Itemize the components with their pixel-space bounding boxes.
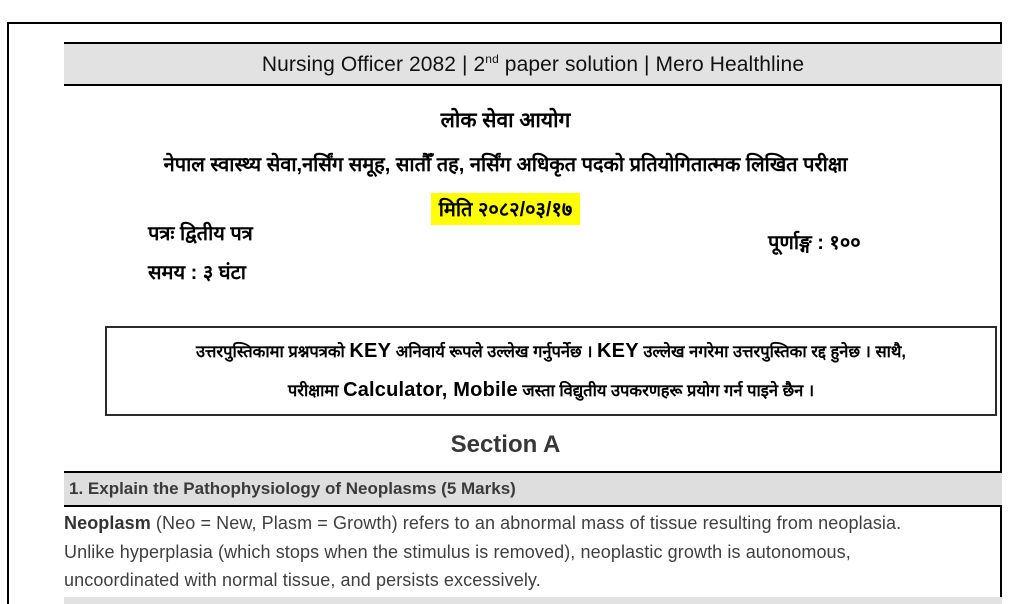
instruction-l2-seg1: परीक्षामा <box>287 382 344 400</box>
instruction-l2-seg2: जस्ता विद्युतीय उपकरणहरू प्रयोग गर्न पाइ… <box>517 382 815 400</box>
question-1-heading: 1. Explain the Pathophysiology of Neopla… <box>69 479 516 498</box>
instruction-key-word-2: KEY <box>597 340 639 362</box>
full-marks-label: पूर्णाङ्ग : १०० <box>768 232 861 254</box>
instruction-devices-word: Calculator, Mobile <box>343 379 518 401</box>
video-title-superscript: nd <box>485 51 499 66</box>
section-a-heading: Section A <box>450 431 561 458</box>
exam-title-line: नेपाल स्वास्थ्य सेवा,नर्सिंग समूह, सातौँ… <box>163 154 848 176</box>
question-1-answer-paragraph: Neoplasm (Neo = New, Plasm = Growth) ref… <box>64 509 949 595</box>
answer-body-text: (Neo = New, Plasm = Growth) refers to an… <box>64 513 902 590</box>
instruction-key-word-1: KEY <box>349 340 392 362</box>
instructions-box: उत्तरपुस्तिकामा प्रश्नपत्रको KEY अनिवार्… <box>105 326 997 416</box>
instruction-l1-seg2: अनिवार्य रूपले उल्लेख गर्नुपर्नेछ । <box>391 343 598 361</box>
instruction-line-1: उत्तरपुस्तिकामा प्रश्नपत्रको KEY अनिवार्… <box>107 332 995 371</box>
commission-title: लोक सेवा आयोग <box>440 109 571 132</box>
video-title-bar: Nursing Officer 2082 | 2nd paper solutio… <box>64 42 1002 86</box>
question-1-header-bar: 1. Explain the Pathophysiology of Neopla… <box>64 471 1002 507</box>
video-title-pre: Nursing Officer 2082 | 2 <box>261 52 486 76</box>
exam-date-highlight: मिति २०८२/०३/१७ <box>430 193 581 225</box>
page-border-frame <box>7 22 1002 604</box>
time-label: समय : ३ घंटा <box>148 262 246 284</box>
video-title-text: Nursing Officer 2082 | 2nd paper solutio… <box>262 52 804 77</box>
exam-date-line: मिति २०८२/०३/१७ <box>9 193 1002 225</box>
answer-term-bold: Neoplasm <box>64 513 151 533</box>
video-title-post: paper solution | Mero Healthline <box>498 52 805 76</box>
instruction-l1-seg1: उत्तरपुस्तिकामा प्रश्नपत्रको <box>195 343 350 361</box>
question-2-header-bar-partial <box>64 597 1002 604</box>
instruction-line-2: परीक्षामा Calculator, Mobile जस्ता विद्य… <box>107 371 995 410</box>
instruction-l1-seg3: उल्लेख नगरेमा उत्तरपुस्तिका रद्द हुनेछ ।… <box>638 343 906 361</box>
paper-label: पत्रः द्वितीय पत्र <box>148 223 253 245</box>
